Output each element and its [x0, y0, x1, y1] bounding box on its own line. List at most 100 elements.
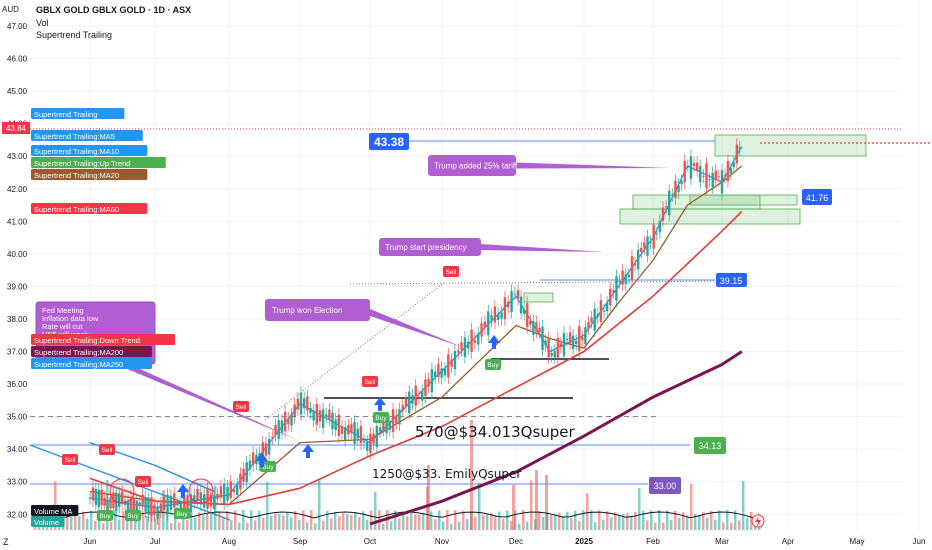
candle-body — [385, 419, 388, 433]
candle-body — [556, 337, 560, 358]
sell-signal[interactable] — [362, 376, 378, 387]
badge-41-76[interactable] — [802, 189, 832, 205]
candle-body — [497, 313, 500, 320]
candle-body — [369, 433, 372, 453]
indicator-label[interactable] — [31, 505, 79, 516]
candle-body — [507, 301, 510, 308]
candle-body — [720, 170, 724, 194]
candle-body — [159, 503, 163, 512]
volume-bar — [78, 516, 81, 530]
highlight-circle[interactable] — [188, 478, 214, 504]
candle-body — [325, 414, 328, 417]
candle-body — [630, 256, 634, 280]
vol-indicator-label[interactable]: Vol — [36, 18, 49, 28]
candle-body — [574, 340, 578, 345]
candle-body — [680, 180, 683, 185]
trade-note-1: 570@$34.013Qsuper — [415, 423, 576, 441]
volume-bar — [194, 517, 197, 530]
candle-body — [480, 323, 483, 337]
callout-election[interactable] — [265, 299, 370, 321]
indicator-label[interactable] — [31, 203, 148, 214]
badge-43-38-text: 43.38 — [374, 135, 404, 149]
volume-bar — [666, 510, 669, 530]
y-tick-label: 46.00 — [7, 55, 28, 64]
indicator-label[interactable] — [31, 346, 152, 357]
badge-34-13[interactable] — [694, 437, 726, 454]
indicator-label[interactable] — [31, 108, 125, 119]
callout-tariff[interactable] — [428, 155, 516, 176]
x-tick-label: Jul — [150, 537, 160, 546]
indicator-label[interactable] — [31, 516, 65, 527]
candle-body — [587, 322, 590, 329]
badge-41-76-text: 41.76 — [806, 193, 829, 203]
callout-tariff-text: Trump added 25% tariff — [434, 162, 518, 171]
demand-zone-box[interactable] — [619, 208, 801, 225]
buy-signal[interactable] — [485, 359, 501, 370]
sell-signal[interactable] — [99, 444, 115, 455]
buy-signal[interactable] — [373, 412, 389, 423]
indicator-label[interactable] — [31, 334, 175, 345]
indicator-label[interactable] — [31, 169, 148, 180]
candle-body — [618, 280, 621, 283]
sell-signal[interactable] — [62, 454, 78, 465]
candle-body — [144, 497, 147, 512]
candle-body — [553, 350, 556, 358]
candle-body — [538, 327, 541, 333]
candle-body — [232, 488, 236, 492]
volume-bar — [710, 510, 713, 530]
volume-bar — [558, 513, 561, 530]
candle-body — [395, 415, 398, 424]
volume-bar — [654, 522, 657, 530]
candle-body — [522, 309, 526, 314]
indicator-label[interactable] — [31, 157, 166, 168]
indicator-label[interactable] — [31, 145, 148, 156]
badge-43-38[interactable] — [369, 133, 409, 150]
candle-body — [126, 500, 130, 515]
indicator-label-text: Supertrend Trailing:MA200 — [34, 348, 123, 357]
badge-33-00[interactable] — [649, 477, 681, 494]
buy-signal-label: Buy — [99, 513, 111, 520]
buy-signal[interactable] — [97, 510, 113, 521]
indicator-label[interactable] — [31, 358, 152, 369]
candle-body — [347, 425, 350, 435]
demand-zone-box[interactable] — [523, 292, 554, 303]
volume-bar — [86, 518, 89, 530]
candle-body — [213, 495, 216, 509]
buy-signal[interactable] — [125, 510, 141, 521]
candle-body — [738, 147, 742, 150]
callout-presidency[interactable] — [379, 238, 481, 256]
highlight-circle[interactable] — [109, 478, 135, 504]
candle-body — [640, 247, 643, 252]
volume-bar — [718, 510, 721, 530]
candle-body — [503, 297, 507, 320]
volume-bar — [734, 510, 737, 530]
candle-body — [674, 180, 677, 199]
badge-39-15[interactable] — [716, 273, 747, 287]
volume-bar — [494, 516, 497, 530]
buy-signal[interactable] — [174, 508, 190, 519]
sell-signal[interactable] — [233, 401, 249, 412]
candle-body — [433, 371, 437, 378]
volume-bar — [398, 518, 401, 530]
y-tick-label: 33.00 — [7, 478, 28, 487]
volume-bar — [726, 510, 729, 530]
volume-bar — [642, 510, 645, 530]
demand-zone-box[interactable] — [632, 194, 761, 210]
candle-body — [621, 270, 624, 285]
volume-bar — [526, 521, 529, 530]
supertrend-indicator-label[interactable]: Supertrend Trailing — [36, 30, 113, 40]
candle-body — [633, 263, 637, 266]
demand-zone-box[interactable] — [714, 134, 867, 157]
indicator-label[interactable] — [31, 130, 143, 141]
candle-body — [350, 424, 353, 434]
candle-body — [447, 354, 450, 378]
sell-signal[interactable] — [443, 266, 459, 277]
sell-signal[interactable] — [135, 476, 151, 487]
symbol-title[interactable]: GBLX GOLD GBLX GOLD · 1D · ASX — [36, 5, 192, 15]
log-scale-icon[interactable]: Z — [3, 537, 9, 547]
trend-projection — [264, 281, 446, 421]
y-tick-label: 47.00 — [7, 22, 28, 31]
y-tick-label: 41.00 — [7, 217, 28, 226]
series-line-ma200[interactable] — [369, 350, 743, 526]
